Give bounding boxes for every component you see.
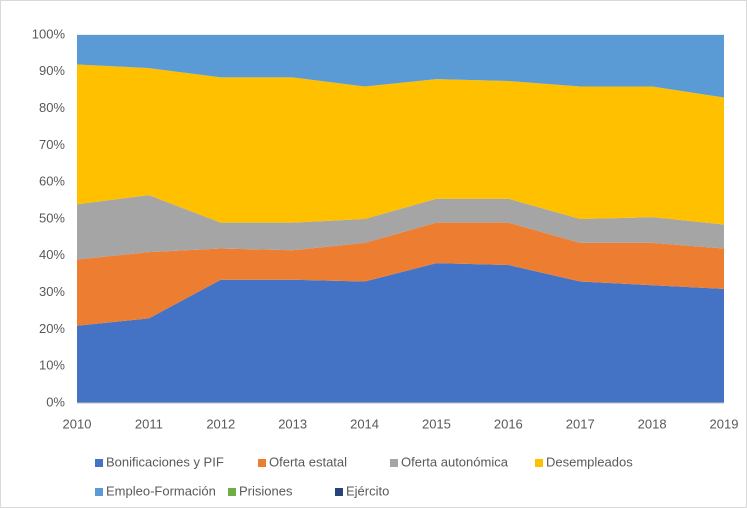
legend-label: Oferta estatal bbox=[269, 454, 347, 469]
y-tick-label: 90% bbox=[39, 63, 65, 78]
y-tick-label: 30% bbox=[39, 284, 65, 299]
x-tick-label: 2018 bbox=[638, 416, 667, 431]
area bbox=[77, 263, 724, 403]
area bbox=[77, 195, 724, 260]
area bbox=[77, 35, 724, 98]
legend-swatch bbox=[535, 459, 543, 467]
x-tick-label: 2010 bbox=[63, 416, 92, 431]
y-tick-label: 100% bbox=[32, 26, 66, 41]
x-tick-label: 2014 bbox=[350, 416, 379, 431]
legend-label: Oferta autonómica bbox=[401, 454, 509, 469]
legend-label: Desempleados bbox=[546, 454, 633, 469]
x-tick-label: 2017 bbox=[566, 416, 595, 431]
x-tick-label: 2015 bbox=[422, 416, 451, 431]
legend-label: Ejército bbox=[346, 483, 389, 498]
x-tick-label: 2012 bbox=[206, 416, 235, 431]
x-tick-label: 2011 bbox=[135, 416, 163, 431]
y-tick-label: 40% bbox=[39, 247, 65, 262]
y-tick-label: 60% bbox=[39, 174, 65, 189]
y-tick-label: 20% bbox=[39, 321, 65, 336]
y-tick-label: 70% bbox=[39, 137, 65, 152]
legend-swatch bbox=[95, 488, 103, 496]
area bbox=[77, 222, 724, 326]
legend-swatch bbox=[228, 488, 236, 496]
legend-swatch bbox=[390, 459, 398, 467]
y-tick-label: 80% bbox=[39, 100, 65, 115]
legend-swatch bbox=[258, 459, 266, 467]
x-tick-label: 2013 bbox=[278, 416, 307, 431]
legend-label: Empleo-Formación bbox=[106, 483, 216, 498]
legend-label: Bonificaciones y PIF bbox=[106, 454, 224, 469]
area bbox=[77, 64, 724, 225]
legend-swatch bbox=[95, 459, 103, 467]
x-tick-label: 2019 bbox=[710, 416, 739, 431]
y-tick-label: 50% bbox=[39, 210, 65, 225]
legend-label: Prisiones bbox=[239, 483, 293, 498]
y-tick-label: 10% bbox=[39, 358, 65, 373]
legend-swatch bbox=[335, 488, 343, 496]
x-tick-label: 2016 bbox=[494, 416, 523, 431]
y-tick-label: 0% bbox=[46, 394, 65, 409]
